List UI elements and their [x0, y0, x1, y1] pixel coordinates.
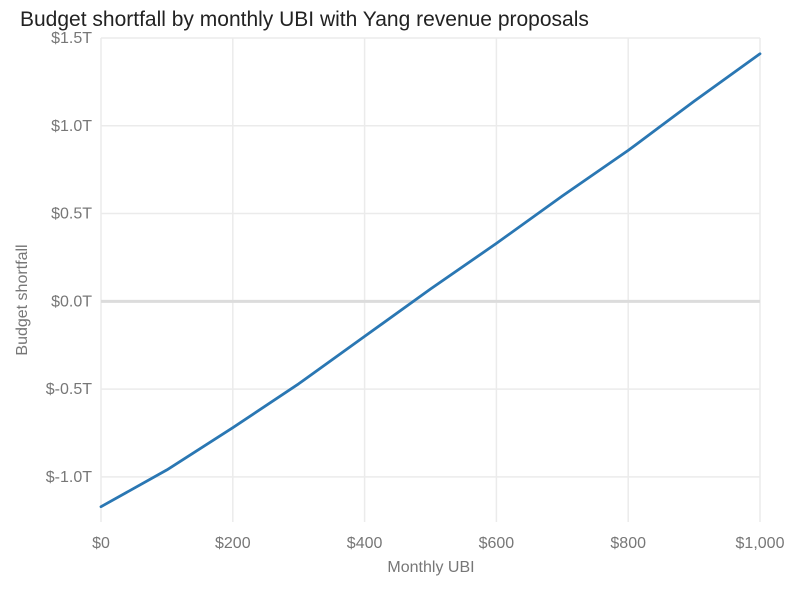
y-tick-label: $1.5T: [51, 30, 92, 47]
y-tick-label: $0.5T: [51, 206, 92, 223]
x-tick-label: $0: [92, 535, 110, 552]
y-tick-label: $1.0T: [51, 118, 92, 135]
y-tick-label: $0.0T: [51, 293, 92, 310]
x-tick-label: $1,000: [736, 535, 785, 552]
series-layer: [99, 52, 762, 509]
y-tick-label: $-0.5T: [46, 381, 92, 398]
x-tick-label: $400: [347, 535, 383, 552]
x-axis-title: Monthly UBI: [387, 559, 474, 576]
grid-lines: [100, 37, 761, 522]
y-axis-title: Budget shortfall: [14, 244, 31, 355]
series-line: [99, 52, 762, 509]
x-tick-label: $600: [479, 535, 515, 552]
x-tick-label: $200: [215, 535, 251, 552]
y-tick-label: $-1.0T: [46, 469, 92, 486]
x-tick-label: $800: [610, 535, 646, 552]
y-axis-tick-labels: $-1.0T $-0.5T $0.0T $0.5T $1.0T $1.5T: [46, 30, 92, 486]
x-axis-tick-labels: $0 $200 $400 $600 $800 $1,000: [92, 535, 784, 552]
chart-title: Budget shortfall by monthly UBI with Yan…: [20, 8, 589, 31]
